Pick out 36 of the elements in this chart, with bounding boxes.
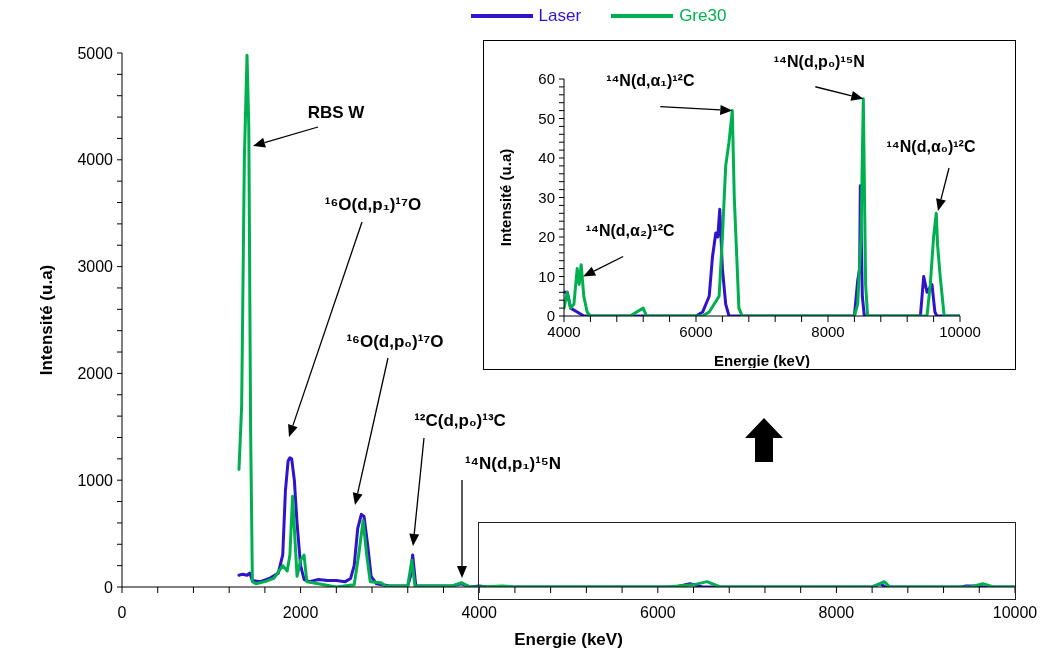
annotation: ¹⁶O(d,p₁)¹⁷O	[324, 195, 422, 214]
x-tick-label: 8000	[811, 322, 845, 340]
x-axis-title: Energie (keV)	[514, 630, 623, 649]
y-tick-label: 4000	[77, 151, 114, 169]
y-axis-title: Intensité (u.a)	[37, 264, 57, 376]
annotation: ¹⁴N(d,α₀)¹²C	[886, 138, 976, 155]
x-tick-label: 2000	[282, 604, 319, 622]
y-tick-label: 1000	[77, 471, 114, 489]
annotation: ¹²C(d,p₀)¹³C	[414, 411, 506, 430]
x-tick-label: 6000	[640, 604, 676, 622]
y-axis-title: Intensité (u.a)	[497, 148, 515, 247]
y-tick-label: 0	[104, 578, 114, 596]
annotation: RBS W	[307, 103, 366, 122]
y-tick-label: 10	[538, 267, 555, 285]
annotation: ¹⁴N(d,α₂)¹²C	[585, 221, 675, 239]
y-tick-label: 20	[538, 228, 555, 246]
y-tick-label: 2000	[77, 365, 114, 383]
x-tick-label: 4000	[461, 604, 498, 622]
annotation: ¹⁴N(d,p₁)¹⁵N	[464, 454, 562, 473]
y-tick-label: 0	[546, 307, 555, 325]
x-tick-label: 10000	[992, 604, 1038, 622]
legend-label: Laser	[538, 6, 582, 26]
y-tick-label: 5000	[77, 44, 114, 62]
x-tick-label: 0	[117, 604, 127, 622]
annotation: ¹⁶O(d,p₀)¹⁷O	[346, 332, 444, 351]
y-tick-label: 50	[538, 109, 555, 127]
annotation: ¹⁴N(d,p₀)¹⁵N	[773, 52, 865, 70]
y-tick-label: 60	[538, 70, 555, 88]
x-tick-label: 10000	[939, 322, 981, 340]
annotation: ¹⁴N(d,α₁)¹²C	[606, 71, 695, 89]
x-tick-label: 6000	[679, 322, 713, 340]
y-tick-label: 3000	[77, 258, 114, 276]
y-tick-label: 40	[538, 149, 555, 167]
x-tick-label: 8000	[818, 604, 855, 622]
legend-label: Gre30	[679, 6, 727, 26]
y-tick-label: 30	[538, 188, 555, 206]
